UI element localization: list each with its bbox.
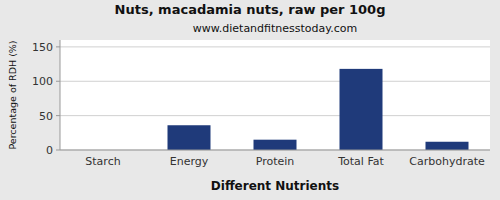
y-tick [56, 81, 60, 82]
bar [254, 140, 297, 150]
x-tick-label: Starch [85, 155, 120, 168]
chart: 0 50 100 150 Starch Energy Protein Total Fat Car… [0, 0, 500, 200]
y-tick-label: 150 [32, 41, 53, 54]
background [0, 0, 500, 200]
y-tick-label: 0 [46, 144, 53, 157]
y-tick [56, 115, 60, 116]
y-axis-label: Percentage of RDH (%) [7, 40, 18, 149]
y-tick [56, 46, 60, 47]
bars [168, 69, 469, 150]
grid-line [60, 115, 490, 116]
y-axis [60, 40, 61, 150]
x-tick-label: Energy [170, 155, 209, 168]
y-tick-label: 100 [32, 75, 53, 88]
bar [426, 142, 469, 150]
x-axis-label: Different Nutrients [211, 179, 339, 193]
bar [168, 125, 211, 150]
y-tick-label: 50 [39, 110, 53, 123]
subtitle: www.dietandfitnesstoday.com [193, 22, 357, 35]
y-tick [56, 150, 60, 151]
bar [340, 69, 383, 150]
grid-line [60, 81, 490, 82]
x-tick-label: Total Fat [337, 155, 384, 168]
x-axis [60, 150, 490, 151]
plot-area [60, 40, 490, 150]
title: Nuts, macadamia nuts, raw per 100g [115, 2, 386, 17]
grid-line [60, 46, 490, 47]
grid-line [60, 150, 490, 151]
x-tick-label: Protein [256, 155, 295, 168]
x-tick-label: Carbohydrate [409, 155, 485, 168]
